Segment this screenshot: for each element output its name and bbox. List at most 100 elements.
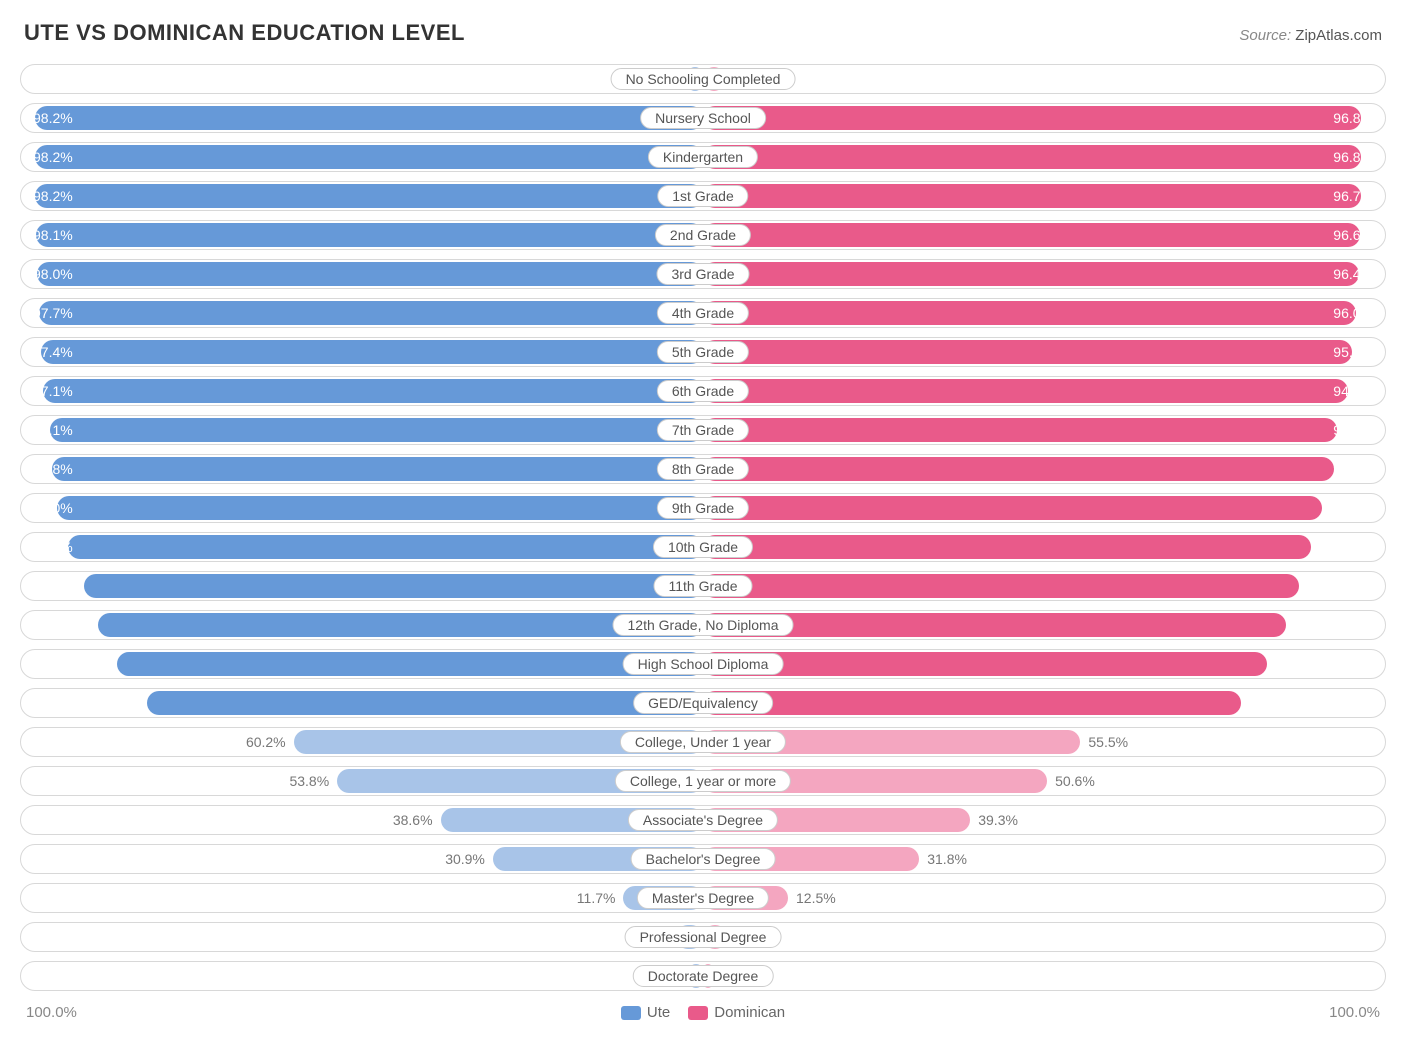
value-right: 91.1% <box>1323 496 1383 520</box>
value-left: 95.0% <box>23 496 83 520</box>
category-label: Associate's Degree <box>628 809 778 831</box>
category-label: College, Under 1 year <box>620 731 786 753</box>
bar-right <box>703 457 1334 481</box>
value-right: 93.3% <box>1323 418 1383 442</box>
category-label: 2nd Grade <box>655 224 751 246</box>
bar-left <box>43 379 703 403</box>
chart-row: 95.0% 91.1% 9th Grade <box>20 493 1386 523</box>
bar-right <box>703 106 1361 130</box>
value-left: 91.1% <box>23 574 83 598</box>
value-left: 98.2% <box>23 106 83 130</box>
value-right: 79.1% <box>1323 691 1383 715</box>
value-left: 97.4% <box>23 340 83 364</box>
legend-label-right: Dominican <box>714 1004 785 1021</box>
bar-left <box>41 340 703 364</box>
chart-row: 60.2%55.5%College, Under 1 year <box>20 727 1386 757</box>
category-label: Nursery School <box>640 107 766 129</box>
category-label: Kindergarten <box>648 146 758 168</box>
value-left: 97.7% <box>23 301 83 325</box>
value-left: 81.8% <box>23 691 83 715</box>
value-right: 96.7% <box>1323 184 1383 208</box>
value-right: 96.8% <box>1323 106 1383 130</box>
value-left: 30.9% <box>437 847 493 871</box>
legend-item-left: Ute <box>621 1004 670 1021</box>
chart-row: 81.8%79.1%GED/Equivalency <box>20 688 1386 718</box>
category-label: 9th Grade <box>657 497 749 519</box>
chart-footer: 100.0% Ute Dominican 100.0% <box>20 1000 1386 1021</box>
category-label: 1st Grade <box>657 185 748 207</box>
diverging-bar-chart: 2.3%3.2%No Schooling Completed 98.2% 96.8%… <box>20 64 1386 991</box>
category-label: High School Diploma <box>623 653 784 675</box>
value-left: 38.6% <box>385 808 441 832</box>
chart-row: 53.8%50.6%College, 1 year or more <box>20 766 1386 796</box>
chart-row: 98.0% 96.4% 3rd Grade <box>20 259 1386 289</box>
bar-right <box>703 652 1267 676</box>
bar-right <box>703 301 1356 325</box>
bar-right <box>703 496 1322 520</box>
category-label: 7th Grade <box>657 419 749 441</box>
value-left: 98.0% <box>23 262 83 286</box>
value-right: 82.9% <box>1323 652 1383 676</box>
bar-left <box>35 106 703 130</box>
category-label: 4th Grade <box>657 302 749 324</box>
bar-left <box>39 301 703 325</box>
axis-max-left: 100.0% <box>26 1004 77 1021</box>
value-left: 89.0% <box>23 613 83 637</box>
value-left: 95.8% <box>23 457 83 481</box>
category-label: No Schooling Completed <box>611 68 796 90</box>
chart-row: 96.1%93.3%7th Grade <box>20 415 1386 445</box>
chart-row: 30.9%31.8%Bachelor's Degree <box>20 844 1386 874</box>
bar-left <box>35 184 703 208</box>
value-left: 98.2% <box>23 184 83 208</box>
category-label: 3rd Grade <box>656 263 749 285</box>
value-right: 31.8% <box>919 847 975 871</box>
bar-left <box>117 652 703 676</box>
category-label: 8th Grade <box>657 458 749 480</box>
source-prefix: Source: <box>1239 27 1295 44</box>
value-right: 96.8% <box>1323 145 1383 169</box>
value-right: 96.0% <box>1323 301 1383 325</box>
bar-right <box>703 340 1352 364</box>
chart-row: 98.2% 96.7% 1st Grade <box>20 181 1386 211</box>
value-left: 11.7% <box>569 886 624 910</box>
value-right: 87.7% <box>1323 574 1383 598</box>
category-label: 10th Grade <box>653 536 753 558</box>
chart-row: 91.1%87.7%11th Grade <box>20 571 1386 601</box>
legend-swatch-left <box>621 1006 641 1020</box>
bar-left <box>37 262 703 286</box>
legend-label-left: Ute <box>647 1004 670 1021</box>
bar-right <box>703 262 1359 286</box>
category-label: Master's Degree <box>637 887 769 909</box>
category-label: 12th Grade, No Diploma <box>613 614 794 636</box>
value-left: 97.1% <box>23 379 83 403</box>
legend-swatch-right <box>688 1006 708 1020</box>
bar-right <box>703 223 1360 247</box>
chart-row: 2.3%3.2%No Schooling Completed <box>20 64 1386 94</box>
value-left: 53.8% <box>281 769 337 793</box>
value-left: 98.2% <box>23 145 83 169</box>
value-left: 60.2% <box>238 730 294 754</box>
bar-left <box>84 574 703 598</box>
value-right: 92.8% <box>1323 457 1383 481</box>
chart-legend: Ute Dominican <box>77 1004 1329 1021</box>
legend-item-right: Dominican <box>688 1004 785 1021</box>
chart-row: 98.2% 96.8% Kindergarten <box>20 142 1386 172</box>
bar-left <box>147 691 703 715</box>
bar-left <box>36 223 703 247</box>
chart-row: 97.4%95.5%5th Grade <box>20 337 1386 367</box>
chart-row: 4.0%3.5%Professional Degree <box>20 922 1386 952</box>
value-right: 96.6% <box>1323 223 1383 247</box>
category-label: 6th Grade <box>657 380 749 402</box>
value-right: 39.3% <box>970 808 1026 832</box>
value-right: 96.4% <box>1323 262 1383 286</box>
chart-row: 97.7% 96.0% 4th Grade <box>20 298 1386 328</box>
value-right: 85.7% <box>1323 613 1383 637</box>
category-label: College, 1 year or more <box>615 770 791 792</box>
bar-left <box>57 496 703 520</box>
bar-right <box>703 379 1348 403</box>
chart-row: 93.4%89.4%10th Grade <box>20 532 1386 562</box>
value-right: 89.4% <box>1323 535 1383 559</box>
chart-title: UTE VS DOMINICAN EDUCATION LEVEL <box>24 20 465 46</box>
chart-row: 97.1%94.9%6th Grade <box>20 376 1386 406</box>
chart-row: 11.7%12.5%Master's Degree <box>20 883 1386 913</box>
